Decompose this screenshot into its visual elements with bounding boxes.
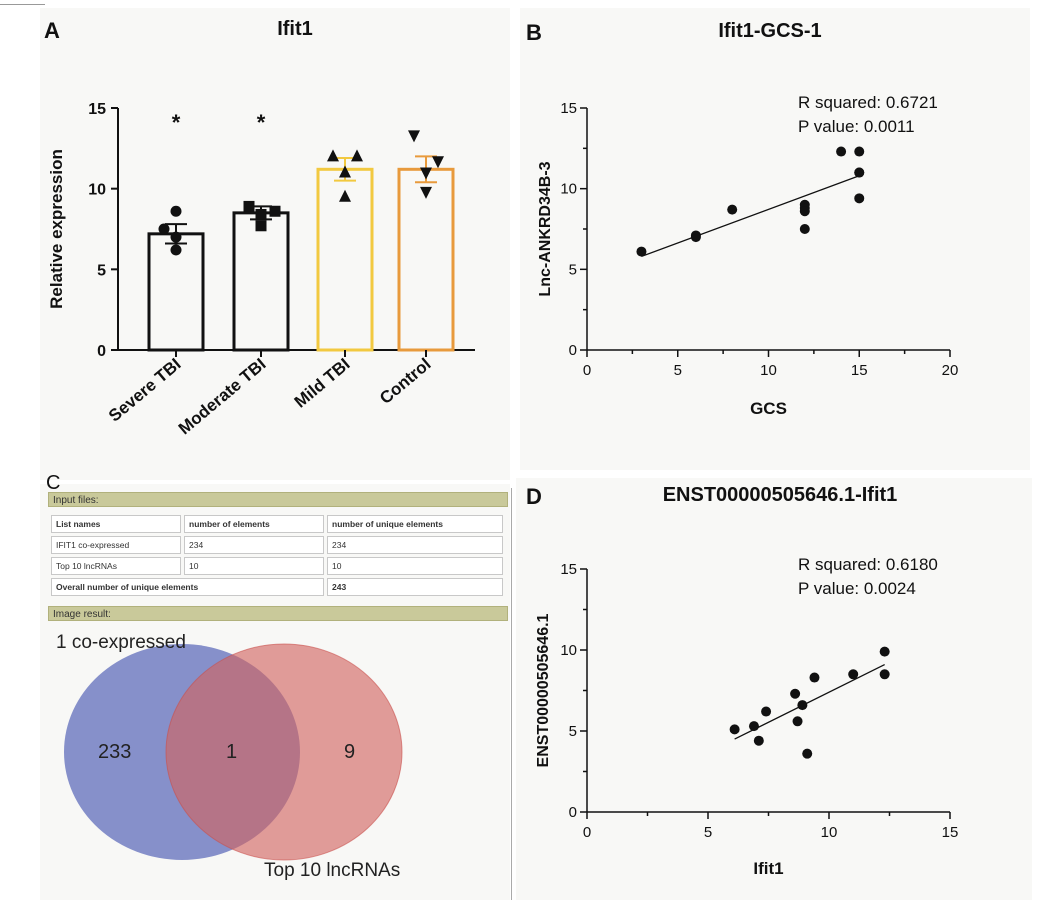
row-count: 234	[184, 536, 324, 554]
input-files-table: List names number of elements number of …	[48, 512, 506, 599]
venn-set-a-label: 1 co-expressed	[56, 632, 186, 653]
image-result-header: Image result:	[48, 606, 508, 621]
panel-divider	[511, 488, 512, 900]
venn-set-b-label: Top 10 lncRNAs	[264, 860, 401, 881]
panel-d-background	[516, 478, 1032, 900]
table-overall-row: Overall number of unique elements 243	[51, 578, 503, 596]
venn-only-a-count: 233	[98, 741, 132, 763]
table-row: Top 10 lncRNAs 10 10	[51, 557, 503, 575]
row-name: Top 10 lncRNAs	[51, 557, 181, 575]
panel-label-c: C	[46, 472, 61, 494]
table-row: IFIT1 co-expressed 234 234	[51, 536, 503, 554]
header-number-elements: number of elements	[184, 515, 324, 533]
table-header-row: List names number of elements number of …	[51, 515, 503, 533]
row-unique: 10	[327, 557, 503, 575]
panel-b-background	[520, 8, 1030, 470]
venn-diagram	[64, 643, 403, 861]
row-count: 10	[184, 557, 324, 575]
overall-label: Overall number of unique elements	[51, 578, 324, 596]
chart-b-title: Ifit1-GCS-1	[718, 20, 822, 42]
overall-value: 243	[327, 578, 503, 596]
venn-set-b	[166, 644, 402, 860]
chart-a-title: Ifit1	[277, 18, 313, 40]
row-unique: 234	[327, 536, 503, 554]
corner-rule	[0, 4, 45, 5]
chart-d-title: ENST00000505646.1-Ifit1	[662, 484, 898, 506]
panel-label-b: B	[526, 20, 542, 45]
header-list-names: List names	[51, 515, 181, 533]
venn-both-count: 1	[226, 741, 238, 763]
header-unique-elements: number of unique elements	[327, 515, 503, 533]
venn-only-b-count: 9	[344, 741, 356, 763]
panel-label-a: A	[44, 18, 60, 43]
input-files-header: Input files:	[48, 492, 508, 507]
panel-a-background	[40, 8, 510, 480]
panel-label-d: D	[526, 484, 542, 509]
row-name: IFIT1 co-expressed	[51, 536, 181, 554]
